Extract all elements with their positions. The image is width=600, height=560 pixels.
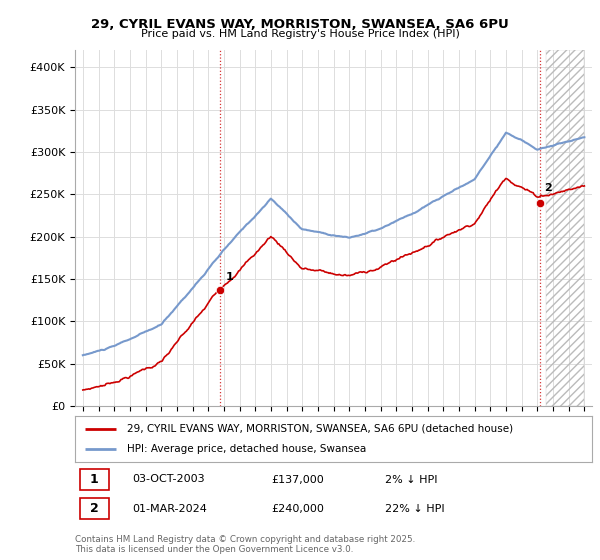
Text: £240,000: £240,000 (272, 504, 325, 514)
Text: £137,000: £137,000 (272, 474, 324, 484)
Text: Price paid vs. HM Land Registry's House Price Index (HPI): Price paid vs. HM Land Registry's House … (140, 29, 460, 39)
Text: 2: 2 (90, 502, 99, 515)
Text: 01-MAR-2024: 01-MAR-2024 (132, 504, 207, 514)
Text: 2: 2 (544, 183, 551, 193)
Text: 1: 1 (226, 272, 233, 282)
Text: 2% ↓ HPI: 2% ↓ HPI (385, 474, 438, 484)
Text: 22% ↓ HPI: 22% ↓ HPI (385, 504, 445, 514)
FancyBboxPatch shape (80, 469, 109, 490)
Text: 29, CYRIL EVANS WAY, MORRISTON, SWANSEA, SA6 6PU: 29, CYRIL EVANS WAY, MORRISTON, SWANSEA,… (91, 18, 509, 31)
Text: HPI: Average price, detached house, Swansea: HPI: Average price, detached house, Swan… (127, 444, 366, 454)
Text: Contains HM Land Registry data © Crown copyright and database right 2025.
This d: Contains HM Land Registry data © Crown c… (75, 535, 415, 554)
Text: 29, CYRIL EVANS WAY, MORRISTON, SWANSEA, SA6 6PU (detached house): 29, CYRIL EVANS WAY, MORRISTON, SWANSEA,… (127, 424, 513, 434)
FancyBboxPatch shape (80, 498, 109, 520)
Text: 1: 1 (90, 473, 99, 486)
Text: 03-OCT-2003: 03-OCT-2003 (132, 474, 205, 484)
